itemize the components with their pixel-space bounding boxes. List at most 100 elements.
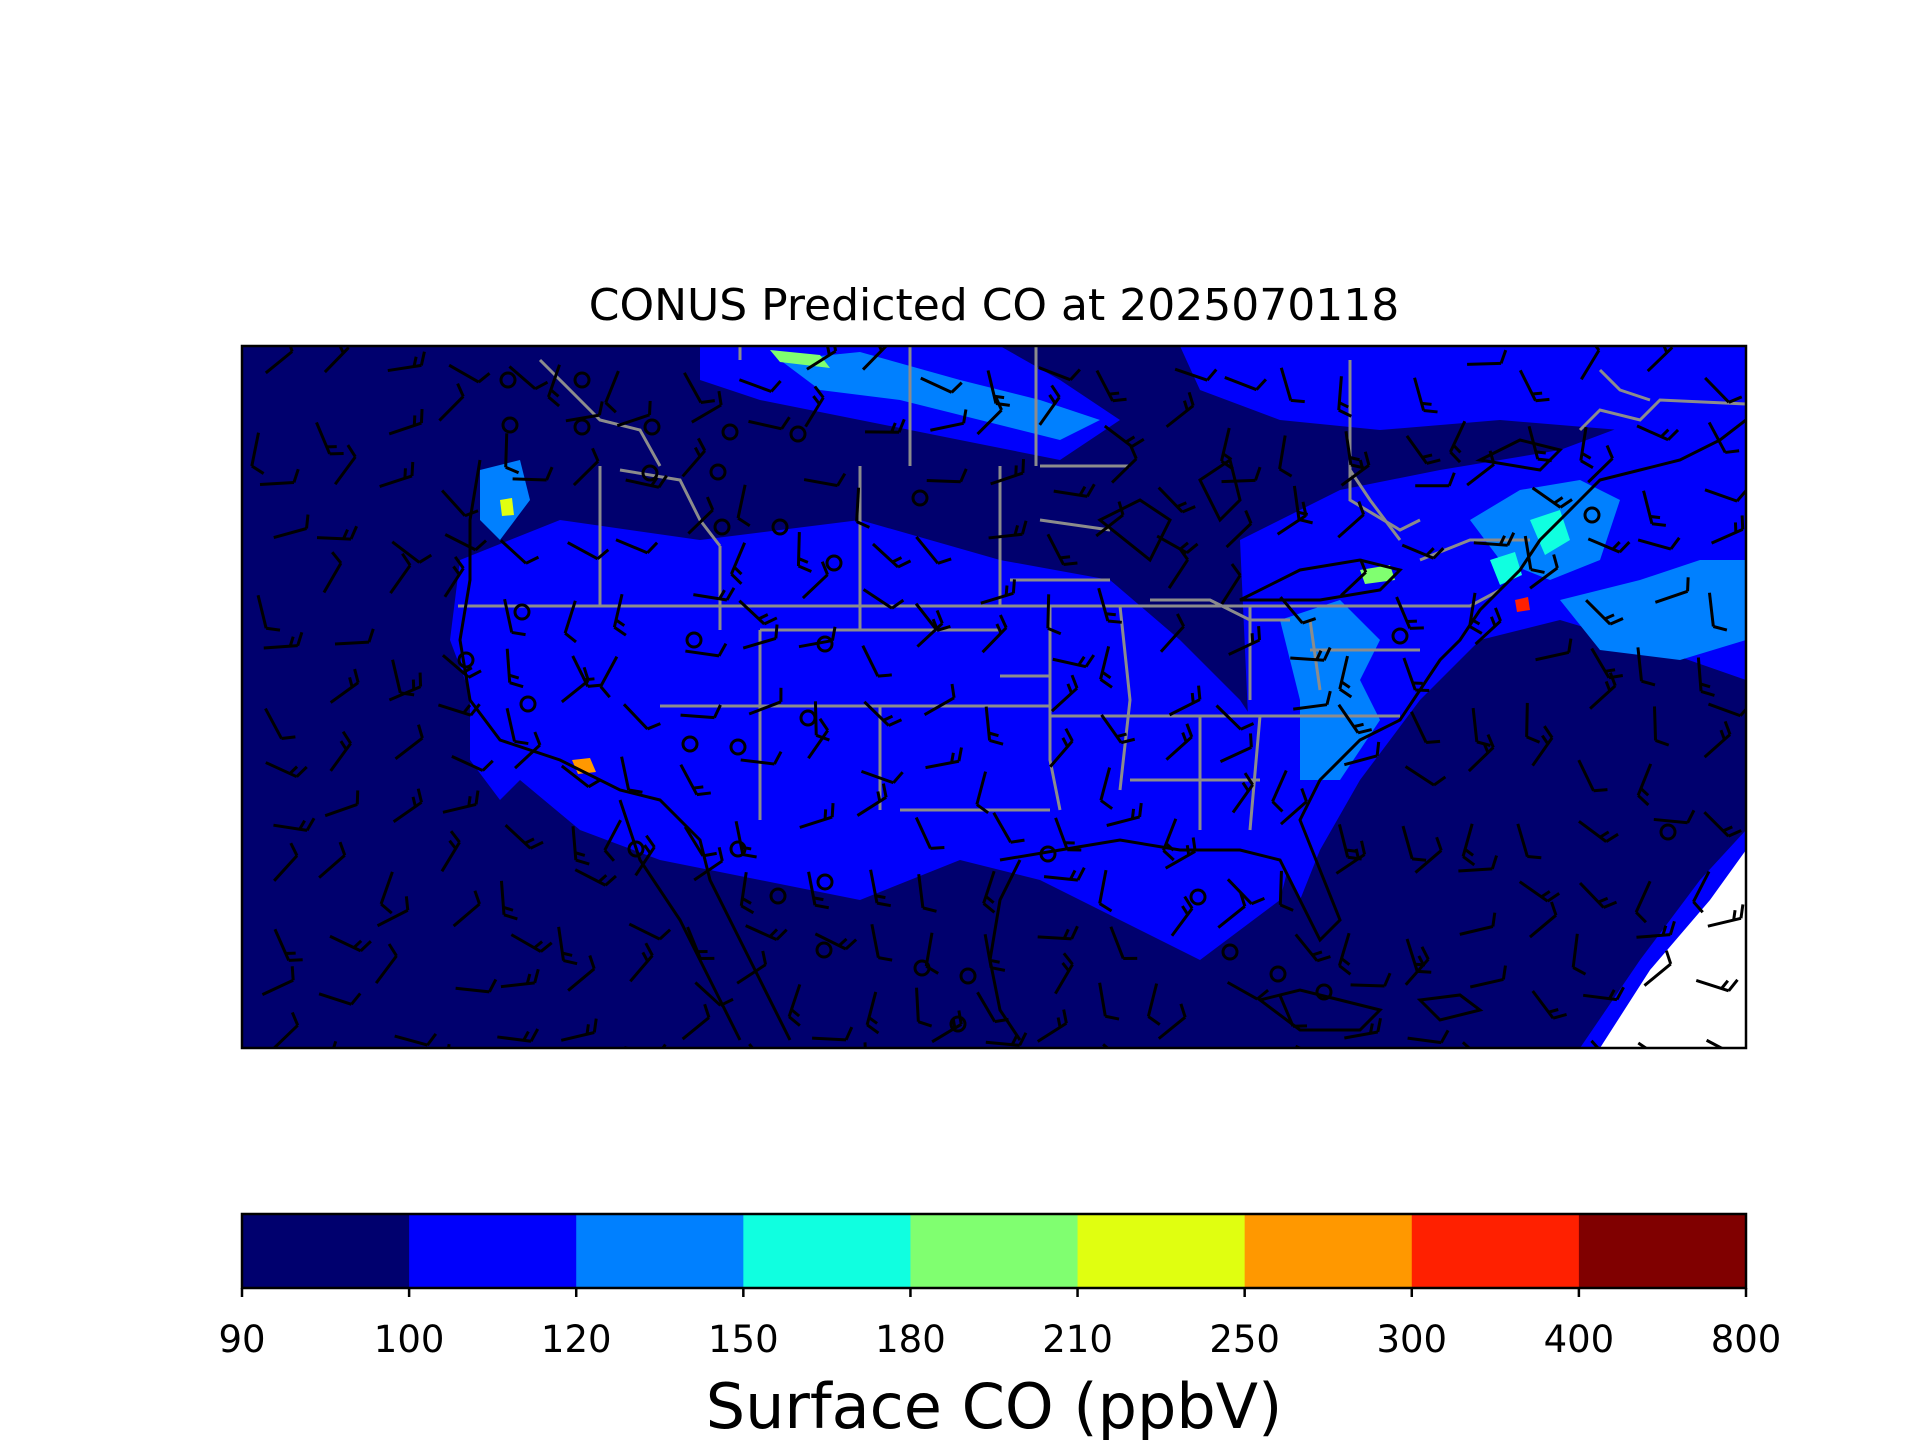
wind-barb	[1054, 817, 1082, 852]
wind-barb	[604, 370, 620, 414]
wind-barb	[796, 532, 812, 573]
colorbar-tick-label: 800	[1711, 1318, 1782, 1361]
calm-wind-marker	[1315, 983, 1333, 1001]
wind-barb	[1225, 510, 1253, 549]
colorbar-swatch	[409, 1214, 577, 1288]
colorbar-tick-label: 250	[1209, 1318, 1280, 1361]
wind-barb	[448, 363, 491, 384]
wind-barb	[560, 764, 602, 789]
wind-barb	[1278, 870, 1294, 912]
colorbar-tick-label: 300	[1376, 1318, 1447, 1361]
wind-barb	[1038, 384, 1061, 426]
wind-barb	[557, 926, 578, 966]
wind-barb	[1050, 674, 1079, 713]
wind-barb	[976, 991, 1009, 1024]
wind-barb	[1404, 946, 1430, 986]
wind-barb	[1231, 772, 1254, 814]
wind-barb	[992, 812, 1025, 844]
wind-barb	[1401, 543, 1445, 560]
wind-barb	[315, 421, 344, 456]
wind-barb	[388, 408, 424, 436]
wind-barb	[599, 655, 619, 699]
calm-wind-marker	[685, 631, 703, 649]
wind-barb	[687, 496, 715, 535]
wind-barb	[1343, 741, 1381, 767]
wind-barb	[1220, 427, 1234, 471]
wind-barb	[1157, 486, 1196, 514]
colorbar-tick-label: 90	[218, 1318, 265, 1361]
calm-wind-marker	[1583, 506, 1601, 524]
calm-wind-marker	[713, 518, 731, 536]
wind-barb	[1226, 981, 1270, 1001]
wind-barb	[259, 468, 300, 486]
wind-barb	[812, 1026, 854, 1042]
wind-barb	[736, 484, 751, 528]
wind-barb	[1527, 425, 1552, 463]
wind-barb	[374, 943, 398, 984]
wind-barb	[1100, 714, 1136, 745]
wind-barb	[926, 468, 968, 484]
wind-barb	[1165, 723, 1194, 761]
wind-barb	[914, 816, 945, 850]
wind-barb	[871, 542, 912, 569]
wind-barb	[250, 432, 265, 475]
wind-barb	[263, 631, 304, 650]
wind-barb	[1577, 759, 1608, 793]
wind-barb	[1165, 391, 1195, 428]
wind-barb	[748, 687, 783, 716]
wind-barb	[860, 769, 904, 785]
wind-barb	[560, 1018, 598, 1042]
wind-barb	[1278, 994, 1308, 1028]
wind-barb	[452, 890, 481, 928]
wind-barb	[1473, 532, 1516, 547]
wind-barb	[1415, 472, 1456, 488]
wind-barb	[603, 819, 622, 862]
wind-barb	[1099, 767, 1114, 810]
wind-barb	[505, 707, 529, 746]
wind-barb	[985, 1032, 1028, 1047]
wind-barb	[1654, 577, 1690, 604]
wind-barb	[1516, 823, 1542, 860]
wind-barb	[500, 968, 540, 989]
calm-wind-marker	[1269, 965, 1287, 983]
wind-barb	[572, 447, 600, 487]
wind-barb	[265, 761, 308, 779]
wind-barb	[272, 1011, 300, 1048]
wind-barb	[1109, 926, 1138, 960]
wind-barb	[862, 588, 905, 610]
calm-wind-marker	[709, 463, 727, 481]
wind-barb	[915, 987, 933, 1028]
wind-barb	[628, 922, 672, 941]
wind-barb	[387, 351, 426, 373]
calm-wind-marker	[627, 840, 645, 858]
calm-wind-marker	[1391, 627, 1409, 645]
colorbar-swatch	[1244, 1214, 1413, 1288]
calm-wind-marker	[913, 959, 931, 977]
wind-barb	[443, 556, 465, 598]
wind-barb	[499, 539, 540, 565]
calm-wind-marker	[681, 735, 699, 753]
wind-barb	[685, 642, 728, 658]
wind-barb	[1036, 1009, 1068, 1043]
wind-barb	[693, 846, 724, 882]
wind-barb	[855, 487, 871, 529]
wind-barb	[1052, 654, 1096, 669]
wind-barb	[324, 790, 360, 818]
wind-barb	[869, 869, 892, 908]
wind-barb	[1643, 950, 1673, 987]
colorbar-tick-label: 150	[708, 1318, 779, 1361]
wind-barb	[920, 376, 963, 394]
wind-barb	[513, 731, 542, 770]
wind-barb	[1350, 972, 1392, 988]
wind-barb	[612, 593, 627, 637]
wind-barb	[865, 418, 906, 434]
wind-barb	[1174, 367, 1218, 382]
wind-barb	[1290, 646, 1332, 662]
wind-barb	[442, 790, 480, 814]
colorbar-swatch	[1411, 1214, 1580, 1288]
wind-barb	[975, 771, 990, 814]
co-concentration-field	[450, 346, 1746, 1048]
wind-barb	[273, 928, 303, 962]
calm-wind-marker	[769, 887, 787, 905]
wind-barb	[1636, 647, 1656, 687]
